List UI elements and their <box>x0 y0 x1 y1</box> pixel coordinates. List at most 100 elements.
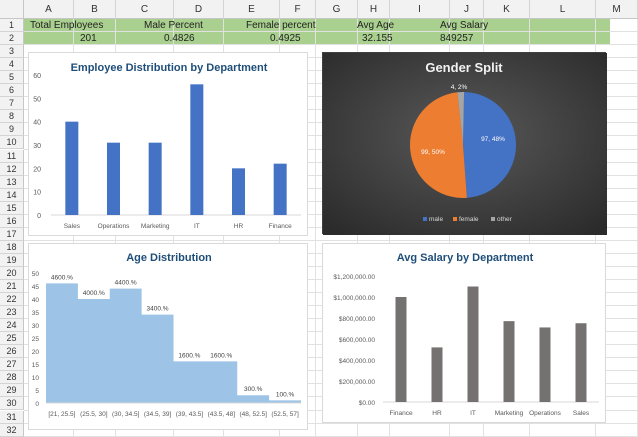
slice-label: 97, 48% <box>481 136 505 143</box>
chart-age-distribution[interactable]: Age Distribution 0 5 10 15 20 25 30 35 40 45 50 4600… <box>28 243 308 430</box>
row-header-13[interactable]: 13 <box>0 175 24 189</box>
bar <box>190 84 204 215</box>
row-header-3[interactable]: 3 <box>0 45 24 59</box>
x-tick-label: (34.5, 39] <box>144 411 172 418</box>
row-header-29[interactable]: 29 <box>0 384 24 398</box>
row-header-9[interactable]: 9 <box>0 123 24 137</box>
summary-header-cell[interactable]: Avg Age <box>357 20 395 31</box>
summary-value-cell[interactable]: 849257 <box>440 33 474 44</box>
column-header-a[interactable]: A <box>24 0 74 19</box>
y-tick-label: $200,000.00 <box>339 379 376 386</box>
row-header-24[interactable]: 24 <box>0 319 24 333</box>
bar <box>503 321 515 402</box>
row-header-6[interactable]: 6 <box>0 84 24 98</box>
row-header-22[interactable]: 22 <box>0 293 24 307</box>
summary-header-cell[interactable]: Avg Salary <box>440 20 489 31</box>
row-gridline <box>24 31 638 33</box>
column-header-i[interactable]: I <box>390 0 450 19</box>
bar <box>539 327 551 402</box>
row-header-20[interactable]: 20 <box>0 266 24 280</box>
chart-avg-salary[interactable]: Avg Salary by Department $0.00 $200,000.00… <box>322 243 606 423</box>
column-header-d[interactable]: D <box>174 0 224 19</box>
x-tick-label: Marketing <box>141 223 170 230</box>
select-all-corner[interactable] <box>0 0 24 19</box>
column-header-j[interactable]: J <box>450 0 484 19</box>
row-header-7[interactable]: 7 <box>0 97 24 111</box>
chart-svg: Employee Distribution by Department 0 10 20… <box>33 62 301 230</box>
row-header-17[interactable]: 17 <box>0 227 24 241</box>
x-tick-label: (39, 43.5] <box>176 411 204 418</box>
summary-value-cell[interactable]: 32.155 <box>362 33 393 44</box>
y-tick-label: 40 <box>33 120 41 127</box>
summary-header-cell[interactable]: Male Percent <box>144 20 203 31</box>
summary-header-cell[interactable]: Female percent <box>246 20 316 31</box>
row-header-16[interactable]: 16 <box>0 214 24 228</box>
legend-swatch <box>453 217 457 221</box>
data-label: 4600.% <box>51 274 73 281</box>
chart-employee-distribution[interactable]: Employee Distribution by Department 0 10 20… <box>28 52 308 236</box>
x-tick-label: Sales <box>573 410 590 417</box>
row-header-8[interactable]: 8 <box>0 110 24 124</box>
y-tick-label: 60 <box>33 73 41 80</box>
row-header-28[interactable]: 28 <box>0 371 24 385</box>
column-header-k[interactable]: K <box>484 0 530 19</box>
row-header-27[interactable]: 27 <box>0 358 24 372</box>
slice-label: 4, 2% <box>451 84 468 91</box>
row-header-25[interactable]: 25 <box>0 332 24 346</box>
x-tick-label: Marketing <box>495 410 524 417</box>
chart-gender-split[interactable]: Gender Split 97, 48% 99, 50% 4, 2% male femal… <box>322 52 607 235</box>
row-header-2[interactable]: 2 <box>0 32 24 46</box>
row-gridline <box>24 422 638 424</box>
row-header-5[interactable]: 5 <box>0 71 24 85</box>
data-label: 3400.% <box>147 306 169 313</box>
row-header-11[interactable]: 11 <box>0 149 24 163</box>
row-header-14[interactable]: 14 <box>0 188 24 202</box>
y-tick-label: $800,000.00 <box>339 316 376 323</box>
chart-svg: Gender Split 97, 48% 99, 50% 4, 2% male femal… <box>323 53 607 235</box>
summary-value-cell[interactable]: 0.4925 <box>270 33 301 44</box>
y-tick-label: 10 <box>33 190 41 197</box>
row-header-23[interactable]: 23 <box>0 306 24 320</box>
column-header-e[interactable]: E <box>224 0 280 19</box>
row-header-4[interactable]: 4 <box>0 58 24 72</box>
row-header-21[interactable]: 21 <box>0 280 24 293</box>
column-header-f[interactable]: F <box>280 0 316 19</box>
data-label: 1600.% <box>178 352 200 359</box>
column-header-l[interactable]: L <box>530 0 596 19</box>
x-tick-label: IT <box>194 223 200 230</box>
y-tick-label: 45 <box>32 284 40 291</box>
summary-value-cell[interactable]: 201 <box>80 33 97 44</box>
row-header-12[interactable]: 12 <box>0 162 24 176</box>
x-tick-label: (25.5, 30] <box>80 411 108 418</box>
legend-swatch <box>423 217 427 221</box>
row-header-18[interactable]: 18 <box>0 240 24 254</box>
row-gridline <box>24 44 638 46</box>
row-header-1[interactable]: 1 <box>0 19 24 32</box>
bar <box>107 142 120 215</box>
column-header-c[interactable]: C <box>116 0 174 19</box>
column-header-g[interactable]: G <box>316 0 358 19</box>
column-header-h[interactable]: H <box>358 0 390 19</box>
column-header-m[interactable]: M <box>596 0 638 19</box>
x-tick-label: Finance <box>269 223 293 230</box>
area-series <box>46 283 301 403</box>
bar <box>232 168 245 215</box>
y-tick-label: 10 <box>32 375 40 382</box>
row-header-30[interactable]: 30 <box>0 397 24 411</box>
data-label: 1600.% <box>210 352 232 359</box>
bar <box>395 297 407 402</box>
row-header-10[interactable]: 10 <box>0 136 24 150</box>
row-header-26[interactable]: 26 <box>0 345 24 359</box>
row-header-19[interactable]: 19 <box>0 253 24 267</box>
row-header-31[interactable]: 31 <box>0 410 24 424</box>
summary-header-cell[interactable]: Total Employees <box>30 20 104 31</box>
pie-slice <box>463 92 516 198</box>
row-header-32[interactable]: 32 <box>0 423 24 437</box>
y-tick-label: $1,200,000.00 <box>333 274 375 281</box>
pie-slice <box>409 92 467 198</box>
row-header-15[interactable]: 15 <box>0 201 24 215</box>
x-tick-label: Operations <box>98 223 131 230</box>
summary-value-cell[interactable]: 0.4826 <box>164 33 195 44</box>
y-tick-label: 50 <box>32 271 40 278</box>
column-header-b[interactable]: B <box>74 0 116 19</box>
